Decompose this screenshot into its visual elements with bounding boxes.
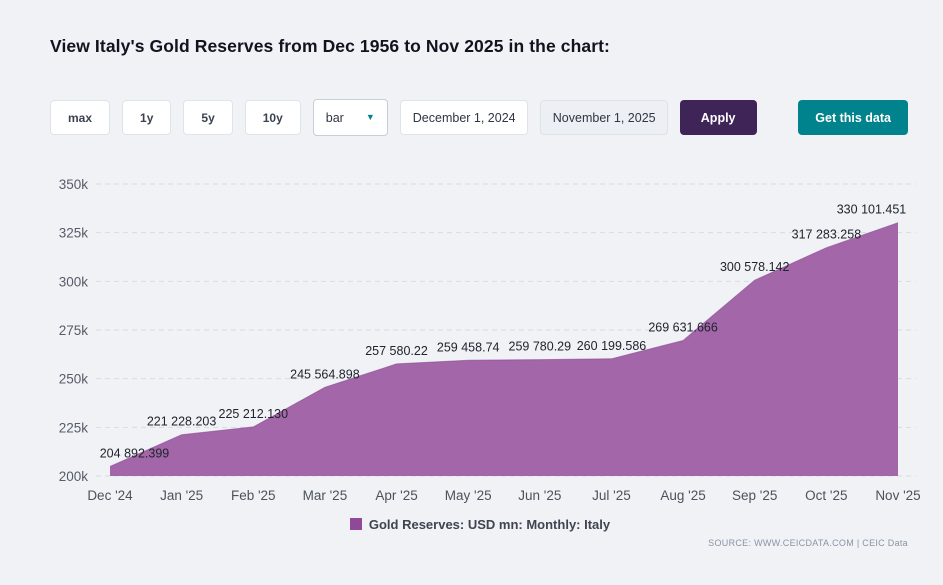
x-tick-label: Sep '25 xyxy=(732,488,777,503)
y-tick-label: 275k xyxy=(59,323,89,338)
source-attribution: SOURCE: WWW.CEICDATA.COM | CEIC Data xyxy=(708,538,908,548)
range-button-1y[interactable]: 1y xyxy=(122,100,172,135)
legend-swatch xyxy=(349,518,362,530)
chart-type-select[interactable]: bar ▼ xyxy=(312,99,388,136)
x-tick-label: Jul '25 xyxy=(592,488,631,503)
y-tick-label: 225k xyxy=(59,420,89,435)
point-label: 257 580.22 xyxy=(365,344,428,358)
point-label: 300 578.142 xyxy=(720,260,790,274)
chart-type-value: bar xyxy=(325,110,344,125)
area-edge-line xyxy=(109,222,899,467)
point-label: 259 780.29 xyxy=(509,340,572,354)
chart-legend: Gold Reserves: USD mn: Monthly: Italy xyxy=(30,517,930,532)
point-label: 221 228.203 xyxy=(147,415,217,429)
x-tick-label: Feb '25 xyxy=(231,488,276,503)
x-tick-label: Oct '25 xyxy=(805,488,847,503)
point-label: 225 212.130 xyxy=(219,407,289,421)
point-label: 245 564.898 xyxy=(290,367,360,381)
chevron-down-icon: ▼ xyxy=(365,112,375,122)
point-label: 204 892.399 xyxy=(100,447,170,461)
x-tick-label: Jun '25 xyxy=(518,488,561,503)
y-tick-label: 325k xyxy=(59,226,89,241)
x-tick-label: Nov '25 xyxy=(875,488,920,503)
point-label: 317 283.258 xyxy=(792,228,862,242)
start-date-input[interactable] xyxy=(399,100,528,135)
controls-bar: max 1y 5y 10y bar ▼ Apply Get this data xyxy=(50,99,908,136)
x-tick-label: Apr '25 xyxy=(375,488,417,503)
end-date-input[interactable] xyxy=(539,100,668,135)
y-tick-label: 200k xyxy=(59,469,89,484)
gold-reserves-chart[interactable]: 200k 225k 250k 275k 300k 325k 350k Dec '24 Jan '… xyxy=(30,166,930,506)
point-label: 260 199.586 xyxy=(577,339,647,353)
y-tick-label: 300k xyxy=(59,274,89,289)
x-tick-label: Dec '24 xyxy=(87,488,133,503)
y-tick-label: 250k xyxy=(59,372,89,387)
y-tick-label: 350k xyxy=(59,177,89,192)
legend-label: Gold Reserves: USD mn: Monthly: Italy xyxy=(368,517,611,532)
range-button-max[interactable]: max xyxy=(50,100,111,135)
range-button-5y[interactable]: 5y xyxy=(183,100,233,135)
x-tick-label: Aug '25 xyxy=(660,488,705,503)
x-tick-label: Mar '25 xyxy=(303,488,348,503)
point-label: 259 458.74 xyxy=(437,340,500,354)
area-series[interactable] xyxy=(110,222,898,476)
chart-area: 200k 225k 250k 275k 300k 325k 350k Dec '24 Jan '… xyxy=(30,166,921,511)
get-data-button[interactable]: Get this data xyxy=(798,100,908,135)
page: View Italy's Gold Reserves from Dec 1956… xyxy=(30,36,930,548)
point-label: 330 101.451 xyxy=(837,203,907,217)
apply-button[interactable]: Apply xyxy=(679,100,757,135)
x-tick-label: May '25 xyxy=(445,488,492,503)
x-tick-label: Jan '25 xyxy=(160,488,203,503)
range-button-10y[interactable]: 10y xyxy=(244,100,301,135)
page-title: View Italy's Gold Reserves from Dec 1956… xyxy=(50,36,610,56)
point-label: 269 631.666 xyxy=(648,321,718,335)
